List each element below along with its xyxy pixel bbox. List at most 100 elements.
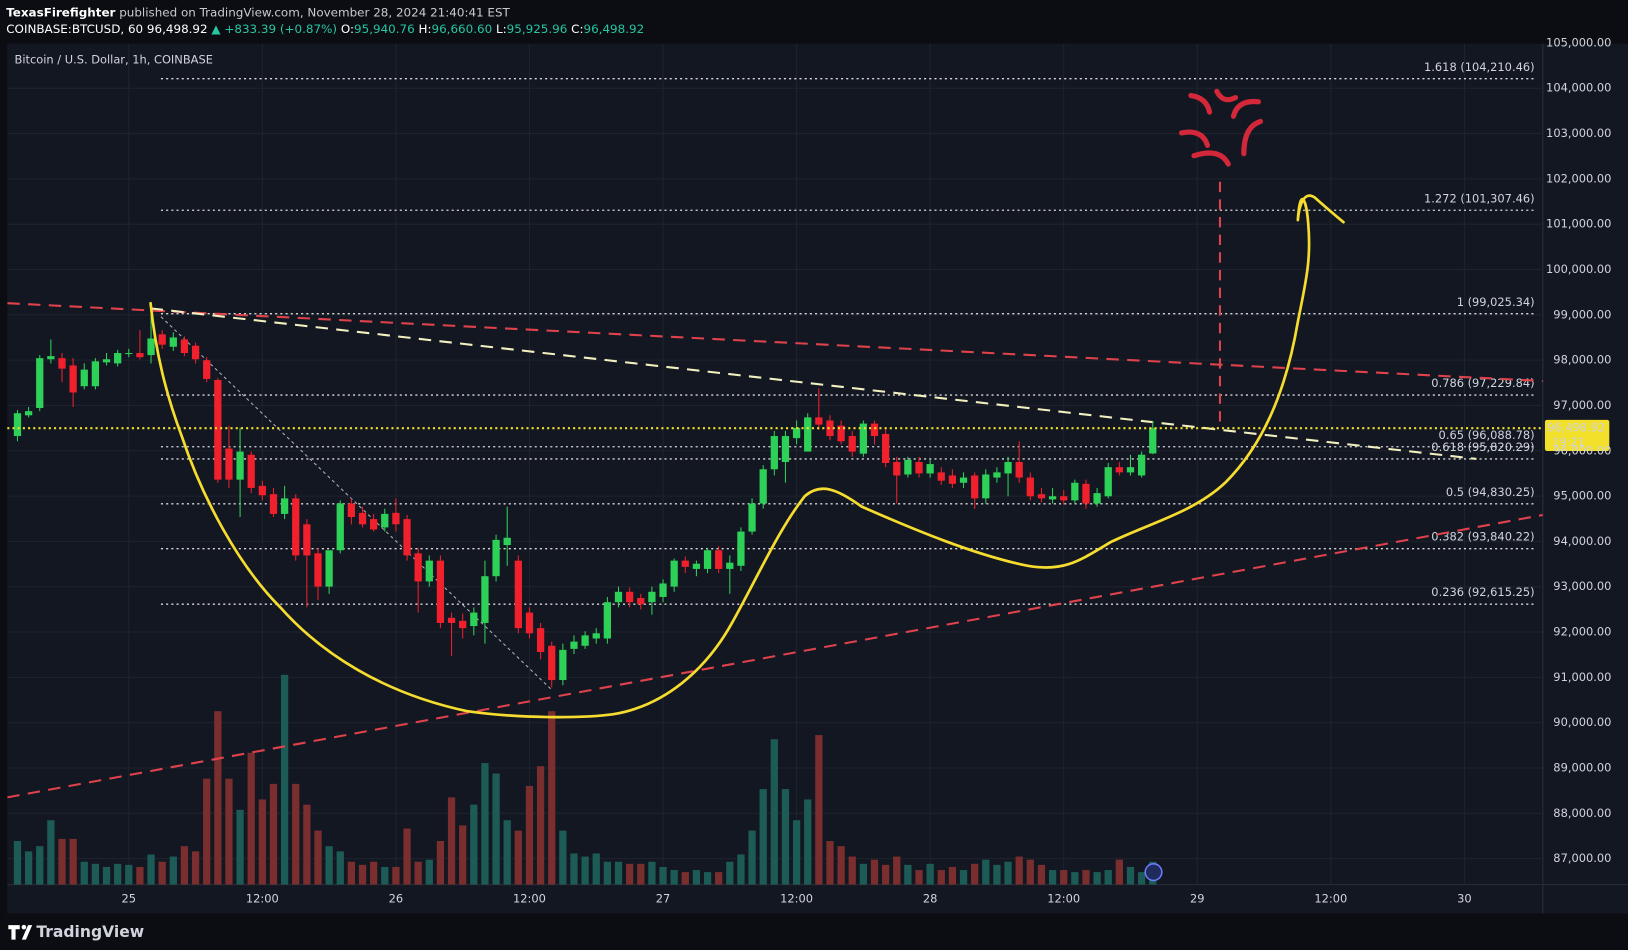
candle-body	[1093, 493, 1101, 504]
candle-body	[759, 469, 767, 504]
anger-stroke	[1178, 129, 1211, 148]
candle-body	[692, 563, 701, 569]
volume-bar	[982, 859, 990, 885]
candle-body	[280, 498, 289, 514]
volume-bar	[937, 870, 945, 885]
volume-bar	[136, 866, 144, 885]
candle-body	[959, 477, 968, 483]
volume-bar	[804, 799, 812, 885]
candle-body	[926, 464, 934, 474]
candles	[13, 313, 1157, 688]
volume-bar	[1048, 870, 1057, 885]
logo-icon	[8, 925, 33, 940]
anger-stroke	[1191, 150, 1231, 167]
candle-body	[726, 562, 734, 569]
volume-bar	[414, 861, 422, 885]
anger-stroke	[1241, 118, 1264, 157]
candle-body	[258, 485, 266, 496]
candle-body	[180, 339, 189, 354]
candle-body	[225, 448, 233, 480]
low-value: 95,925.96	[507, 22, 568, 36]
y-tick-label: 99,000.00	[1553, 307, 1611, 321]
candle-body	[715, 550, 723, 569]
volume-bar	[1104, 870, 1112, 885]
y-tick-label: 95,000.00	[1553, 489, 1611, 503]
candle-body	[1082, 483, 1090, 504]
x-tick-label: 12:00	[246, 892, 279, 906]
volume-bar	[893, 856, 901, 885]
x-tick-label: 12:00	[1047, 892, 1080, 906]
candle-body	[1115, 467, 1123, 473]
volume-bar	[826, 840, 834, 885]
publisher: TexasFirefighter	[6, 5, 115, 19]
candle-body	[826, 420, 834, 437]
candle-body	[804, 417, 812, 452]
x-tick-label: 12:00	[1314, 892, 1347, 906]
candle-body	[136, 353, 144, 358]
candle-body	[336, 503, 344, 551]
chart-title: Bitcoin / U.S. Dollar, 1h, COINBASE	[15, 53, 213, 67]
footer	[0, 913, 1628, 950]
volume-bar	[692, 870, 701, 885]
candle-body	[781, 436, 790, 463]
candle-body	[47, 356, 55, 360]
candle-body	[748, 503, 756, 532]
y-tick-label: 91,000.00	[1553, 670, 1611, 684]
volume-bar	[581, 856, 589, 885]
fib-level-label: 0.618 (95,820.29)	[1431, 440, 1534, 454]
anger-stroke	[1188, 92, 1213, 115]
fib-retracement: 1.618 (104,210.46) 1.272 (101,307.46) 1 (9…	[160, 60, 1535, 605]
candle-body	[459, 620, 467, 629]
volume-pane	[13, 674, 1157, 885]
volume-bar	[358, 864, 367, 885]
volume-bar	[1082, 870, 1090, 885]
volume-bar	[347, 861, 356, 885]
candle-body	[637, 598, 645, 605]
volume-bar	[125, 864, 133, 885]
volume-bar	[236, 809, 244, 885]
x-tick-label: 27	[656, 892, 671, 906]
volume-bar	[325, 846, 333, 885]
candle-body	[703, 550, 712, 569]
candle-body	[1149, 428, 1157, 454]
y-tick-label: 92,000.00	[1553, 625, 1611, 639]
volume-bar	[114, 863, 122, 885]
volume-bar	[214, 711, 222, 885]
y-tick-label: 101,000.00	[1546, 217, 1611, 231]
countdown-label: 19:21	[1552, 435, 1585, 449]
time-axis-background	[7, 884, 1543, 914]
candle-body	[269, 494, 278, 514]
volume-bar	[13, 840, 22, 885]
volume-bar	[536, 766, 545, 885]
candle-body	[792, 427, 801, 439]
volume-bar	[58, 838, 66, 885]
volume-bar	[859, 863, 867, 885]
candle-body	[58, 358, 66, 369]
candle-body	[214, 379, 222, 480]
volume-bar	[1060, 870, 1068, 885]
volume-bar	[514, 830, 522, 885]
drawings-over	[149, 88, 1345, 882]
candle-body	[13, 413, 22, 437]
volume-bar	[69, 838, 77, 885]
support-trendline	[7, 513, 1543, 799]
candle-body	[904, 459, 912, 475]
candle-body	[815, 417, 823, 425]
published: published on TradingView.com, November 2…	[119, 5, 510, 19]
drawings-under	[7, 181, 1543, 799]
volume-bar	[681, 872, 689, 885]
price-axis-background	[1542, 43, 1628, 914]
candle-body	[737, 531, 745, 566]
candle-body	[525, 612, 534, 634]
volume-bar	[80, 861, 88, 885]
volume-bar	[470, 804, 478, 885]
replay-icon[interactable]	[1144, 863, 1163, 882]
candle-body	[603, 602, 612, 639]
volume-bar	[625, 863, 634, 885]
header-line-2: COINBASE:BTCUSD, 60 96,498.92 ▲ +833.39 …	[6, 22, 644, 36]
x-tick-label: 30	[1457, 892, 1472, 906]
fib-level-label: 0.236 (92,615.25)	[1431, 585, 1534, 599]
volume-bar	[614, 861, 623, 885]
anger-symbol	[1178, 88, 1264, 167]
close-label: C:	[571, 22, 583, 36]
